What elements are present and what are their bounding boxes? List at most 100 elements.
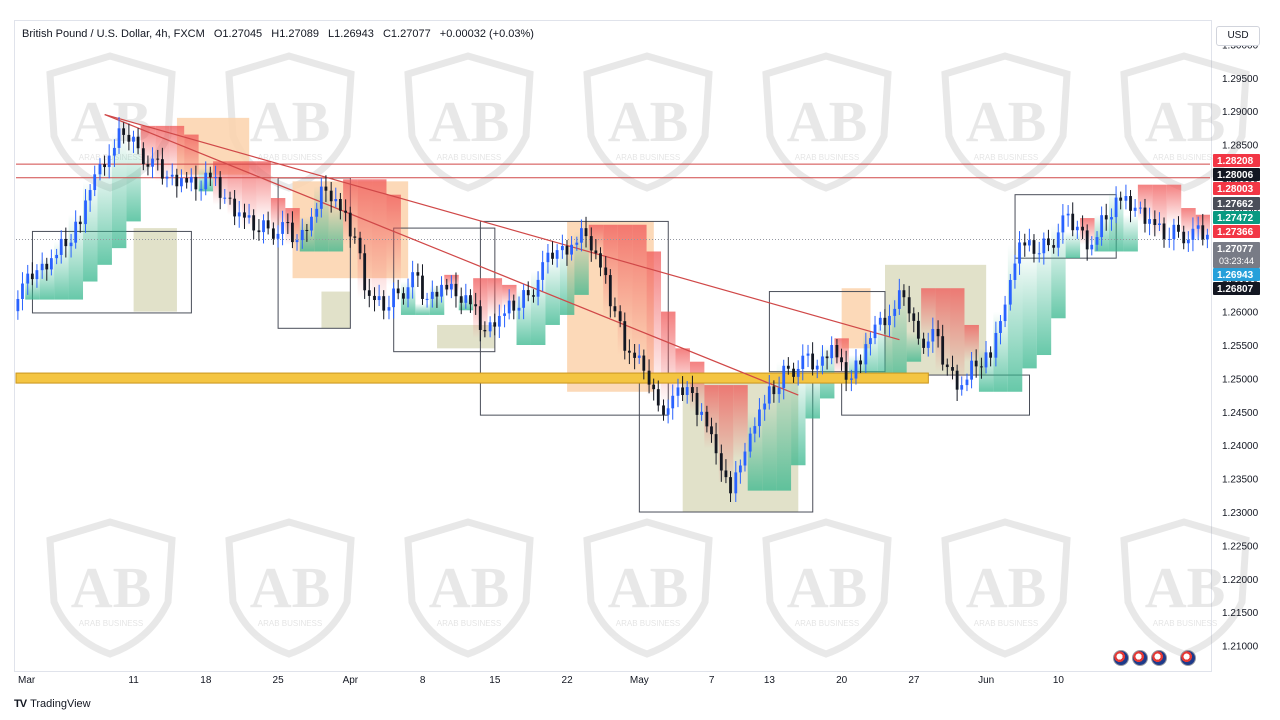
us-flag-icon[interactable]	[1132, 650, 1148, 666]
bear-cloud	[646, 251, 662, 399]
price-label: 1.28003	[1213, 182, 1260, 195]
watermark-monogram: AB	[71, 555, 152, 620]
candle-body	[676, 387, 680, 396]
price-label: 1.27472	[1213, 211, 1260, 224]
candle-body	[464, 295, 468, 303]
shield-icon	[583, 52, 713, 192]
candle-body	[662, 405, 665, 415]
us-flag-icon[interactable]	[1113, 650, 1129, 666]
candle-body	[960, 385, 964, 390]
bear-cloud	[169, 125, 185, 178]
candle-body	[237, 212, 241, 217]
candle-body	[281, 222, 284, 234]
candle-body	[1085, 230, 1089, 250]
bear-cloud	[950, 288, 965, 386]
candle-body	[402, 293, 405, 299]
bull-cloud	[68, 214, 84, 300]
candle-body	[373, 295, 376, 301]
candle-body	[98, 164, 102, 175]
candle-body	[705, 411, 709, 427]
candle-body	[430, 291, 434, 299]
candle-body	[1071, 213, 1075, 231]
candle-body	[729, 477, 732, 494]
candle-body	[199, 189, 203, 191]
shield-icon	[941, 518, 1071, 658]
watermark-text: ARAB BUSINESS	[437, 619, 501, 628]
demand-box	[133, 228, 177, 312]
bull-cloud	[906, 331, 922, 362]
candle-body	[1081, 226, 1084, 231]
candle-body	[406, 287, 410, 299]
bull-cloud	[545, 254, 560, 325]
candle-body	[478, 306, 482, 330]
candle-body	[1110, 217, 1113, 220]
candle-body	[830, 345, 834, 359]
candle-body	[955, 370, 959, 390]
candle-body	[1162, 223, 1166, 240]
candle-body	[165, 176, 169, 179]
candle-body	[724, 470, 728, 478]
currency-button[interactable]: USD	[1216, 26, 1260, 46]
candle-body	[382, 296, 386, 311]
candle-body	[445, 284, 449, 290]
symbol-title[interactable]: British Pound / U.S. Dollar, 4h, FXCM	[22, 28, 205, 40]
candle-body	[291, 222, 294, 243]
candle-body	[1104, 215, 1108, 220]
candle-body	[945, 364, 949, 368]
bear-cloud	[184, 134, 199, 185]
bull-cloud	[97, 157, 112, 265]
candle-body	[551, 252, 554, 259]
candle-body	[1119, 197, 1123, 201]
candle-body	[974, 360, 978, 367]
shield-icon	[762, 52, 892, 192]
candle-body	[951, 367, 954, 371]
x-tick-label: 27	[908, 675, 920, 686]
candle-body	[208, 172, 212, 178]
x-tick-label: Mar	[18, 675, 36, 686]
price-label-value: 1.26807	[1217, 284, 1254, 295]
candle-body	[12, 306, 15, 311]
x-tick-label: 13	[764, 675, 776, 686]
candle-body	[1003, 304, 1007, 322]
candle-body	[449, 283, 453, 290]
watermark-monogram: AB	[1145, 555, 1226, 620]
shield-icon	[583, 518, 713, 658]
candle-body	[912, 313, 916, 321]
candle-body	[175, 174, 179, 187]
candle-body	[377, 296, 381, 301]
candle-body	[869, 338, 872, 345]
tradingview-logo-icon: TV	[14, 698, 27, 710]
bull-cloud	[314, 186, 329, 252]
demand-box	[321, 291, 351, 329]
candle-body	[589, 236, 593, 251]
bull-cloud	[415, 303, 430, 315]
candle-body	[1032, 240, 1036, 254]
candle-body	[1158, 223, 1161, 225]
candle-body	[59, 238, 63, 255]
us-flag-icon[interactable]	[1180, 650, 1196, 666]
tradingview-footer[interactable]: TV TradingView	[14, 698, 91, 710]
us-flag-icon[interactable]	[1151, 650, 1167, 666]
price-label-bg	[1213, 242, 1260, 268]
shield-icon	[762, 518, 892, 658]
candle-body	[613, 306, 617, 312]
candle-body	[1037, 253, 1041, 255]
bear-cloud	[1166, 184, 1182, 225]
trendline	[104, 113, 799, 396]
x-tick-label: 8	[420, 675, 426, 686]
bull-cloud	[762, 391, 777, 491]
candle-body	[878, 317, 882, 325]
candle-body	[1124, 196, 1128, 201]
candle-body	[233, 198, 237, 217]
candle-body	[421, 275, 424, 299]
candle-body	[980, 366, 983, 368]
watermark-text: ARAB BUSINESS	[79, 153, 143, 162]
event-flags[interactable]	[1113, 650, 1167, 666]
price-label-value: 1.27366	[1217, 227, 1254, 238]
candle-body	[555, 250, 559, 259]
candle-body	[1177, 224, 1180, 232]
